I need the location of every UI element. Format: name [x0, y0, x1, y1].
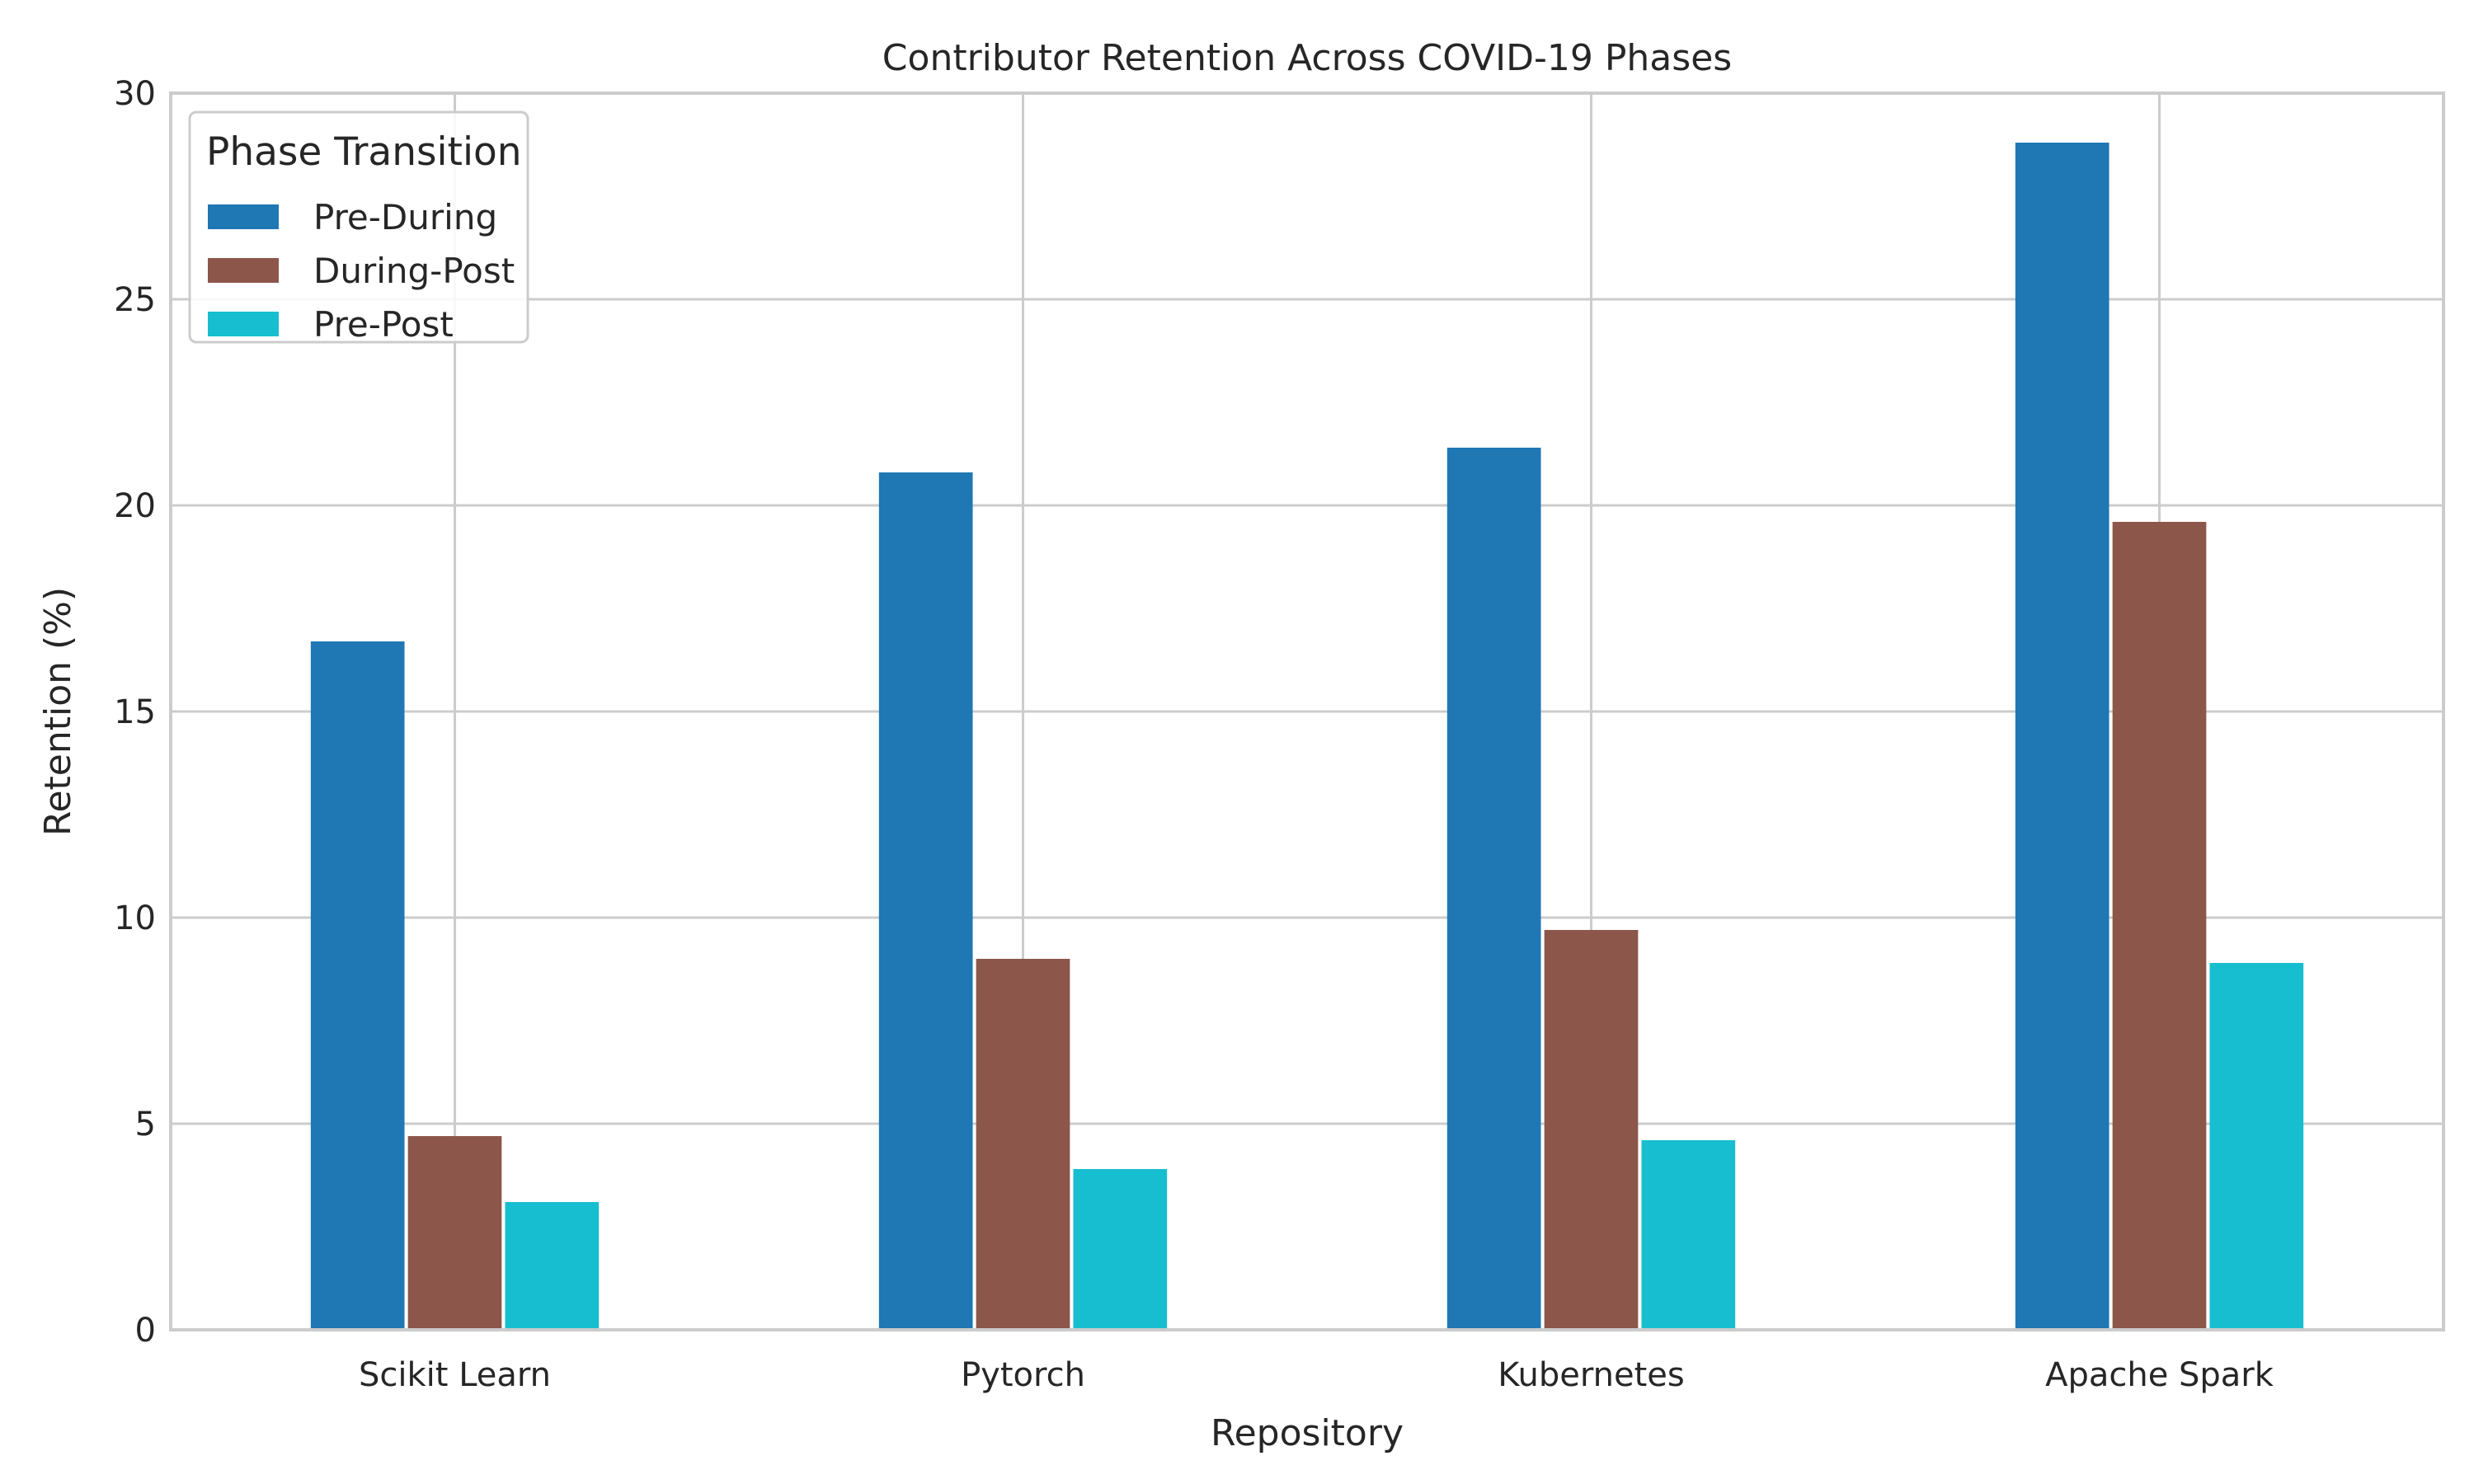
- chart-title: Contributor Retention Across COVID-19 Ph…: [882, 37, 1732, 79]
- legend-swatch: [208, 258, 279, 283]
- legend-label: Pre-Post: [313, 304, 454, 345]
- bar-pre-during: [2015, 143, 2109, 1330]
- bar-pre-post: [1641, 1140, 1736, 1330]
- legend-title: Phase Transition: [206, 129, 522, 175]
- x-tick-label: Scikit Learn: [359, 1356, 551, 1394]
- bar-pre-during: [310, 641, 405, 1330]
- y-tick-label: 5: [135, 1106, 156, 1144]
- x-axis-label: Repository: [1211, 1412, 1404, 1454]
- y-tick-label: 20: [114, 487, 156, 525]
- legend-swatch: [208, 204, 279, 229]
- plot-frame: [169, 92, 2445, 1331]
- bar-during-post: [1544, 930, 1639, 1330]
- y-tick-label: 0: [135, 1312, 156, 1350]
- y-tick-label: 30: [114, 75, 156, 113]
- bar-pre-post: [2209, 963, 2304, 1330]
- bar-pre-post: [505, 1202, 600, 1330]
- legend-box: [188, 110, 529, 344]
- x-tick-label: Pytorch: [961, 1356, 1085, 1394]
- x-tick-label: Kubernetes: [1498, 1356, 1684, 1394]
- x-tick-label: Apache Spark: [2045, 1356, 2274, 1394]
- bar-during-post: [407, 1136, 502, 1330]
- y-tick-label: 15: [114, 693, 156, 731]
- legend-swatch: [208, 312, 279, 336]
- bar-layer: [310, 143, 2304, 1330]
- bar-during-post: [2112, 522, 2207, 1330]
- y-axis-label: Retention (%): [37, 587, 79, 836]
- tick-layer: 0 5 10 15 20 25 30 Scikit Learn Pytorch Kubernete…: [114, 75, 2274, 1394]
- legend-items: Pre-During During-Post Pre-Post: [208, 197, 515, 345]
- legend-label: Pre-During: [313, 197, 497, 237]
- legend-label: During-Post: [313, 251, 515, 291]
- y-tick-label: 10: [114, 899, 156, 937]
- y-tick-label: 25: [114, 281, 156, 319]
- bar-during-post: [976, 959, 1070, 1330]
- bar-pre-post: [1073, 1169, 1168, 1330]
- legend: Phase Transition Pre-DuringDuring-PostPr…: [188, 110, 529, 345]
- bar-pre-during: [878, 472, 973, 1330]
- bar-pre-during: [1446, 448, 1541, 1330]
